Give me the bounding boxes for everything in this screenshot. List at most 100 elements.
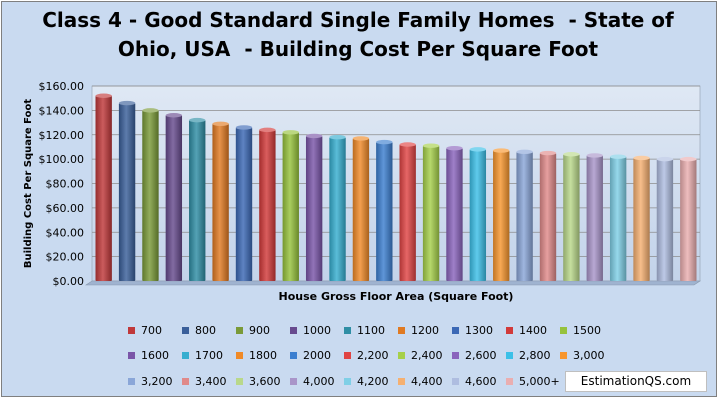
y-tick-label: $120.00: [39, 129, 85, 142]
bar-1200: [212, 121, 229, 281]
bar-2,800: [469, 147, 487, 281]
legend-swatch: [236, 377, 243, 385]
legend-swatch: [344, 351, 351, 359]
legend-label: 1100: [357, 324, 385, 337]
bar-4,400: [633, 155, 650, 281]
bar-4,000: [586, 153, 603, 281]
legend-label: 1400: [519, 324, 547, 337]
legend-swatch: [398, 326, 405, 334]
legend-item: 1200: [398, 322, 439, 340]
legend-item: 1000: [290, 322, 331, 340]
legend-swatch: [182, 351, 189, 359]
legend-swatch: [182, 326, 189, 334]
legend-swatch: [128, 326, 135, 334]
legend-label: 1000: [303, 324, 331, 337]
legend-item: 2,800: [506, 347, 551, 365]
legend-item: 3,600: [236, 373, 281, 391]
y-tick-label: $100.00: [39, 153, 85, 166]
x-axis-title: House Gross Floor Area (Square Foot): [279, 290, 514, 303]
bar-2000: [376, 139, 393, 281]
bar-1000: [165, 113, 183, 281]
bar-3,600: [563, 152, 580, 281]
legend-item: 1600: [128, 347, 169, 365]
legend-item: 1800: [236, 347, 277, 365]
legend-item: 4,400: [398, 373, 443, 391]
bar-5,000+: [680, 156, 697, 281]
chart-title-line-1: Class 4 - Good Standard Single Family Ho…: [42, 8, 674, 32]
legend-label: 1500: [573, 324, 601, 337]
legend-label: 900: [249, 324, 270, 337]
legend-label: 2,600: [465, 349, 497, 362]
bar-1700: [329, 134, 346, 281]
bar-1500: [282, 130, 299, 281]
bar-4,200: [609, 154, 627, 281]
bar-700: [95, 93, 112, 281]
legend-swatch: [452, 351, 459, 359]
y-tick-label: $20.00: [46, 251, 85, 264]
legend-label: 2,400: [411, 349, 443, 362]
legend-label: 1200: [411, 324, 439, 337]
legend-swatch: [128, 351, 135, 359]
legend-label: 1300: [465, 324, 493, 337]
y-tick-label: $140.00: [39, 104, 85, 117]
legend-swatch: [290, 377, 297, 385]
legend-swatch: [398, 377, 405, 385]
legend-swatch: [398, 351, 405, 359]
legend-label: 700: [141, 324, 162, 337]
legend-item: 3,000: [560, 347, 605, 365]
bar-2,600: [446, 145, 463, 281]
legend-item: 4,000: [290, 373, 335, 391]
chart-title: Class 4 - Good Standard Single Family Ho…: [0, 6, 716, 64]
legend-item: 2,200: [344, 347, 389, 365]
legend-label: 4,600: [465, 375, 497, 388]
legend-item: 4,600: [452, 373, 497, 391]
legend-item: 4,200: [344, 373, 389, 391]
legend-label: 3,200: [141, 375, 173, 388]
legend-swatch: [236, 351, 243, 359]
legend-item: 800: [182, 322, 216, 340]
legend-label: 3,400: [195, 375, 227, 388]
legend-item: 1500: [560, 322, 601, 340]
bar-1300: [235, 125, 253, 281]
legend-label: 5,000+: [519, 375, 560, 388]
legend-label: 4,000: [303, 375, 335, 388]
y-tick-label: $80.00: [46, 178, 85, 191]
legend-label: 3,000: [573, 349, 605, 362]
bar-1400: [259, 127, 276, 281]
legend-item: 2,400: [398, 347, 443, 365]
legend-swatch: [506, 326, 513, 334]
y-tick-label: $40.00: [46, 226, 85, 239]
bar-1100: [189, 117, 206, 281]
legend-swatch: [560, 351, 567, 359]
legend-item: 1700: [182, 347, 223, 365]
chart-title-line-2: Ohio, USA - Building Cost Per Square Foo…: [117, 37, 599, 61]
legend-label: 4,400: [411, 375, 443, 388]
legend-item: 900: [236, 322, 270, 340]
legend-swatch: [560, 326, 567, 334]
legend-item: 3,200: [128, 373, 173, 391]
legend-item: 2000: [290, 347, 331, 365]
legend-label: 1700: [195, 349, 223, 362]
legend-label: 2000: [303, 349, 331, 362]
legend-item: 1400: [506, 322, 547, 340]
bar-3,000: [493, 148, 510, 281]
bar-900: [142, 108, 159, 281]
legend-swatch: [344, 326, 351, 334]
y-tick-label: $60.00: [46, 202, 85, 215]
bar-4,600: [656, 156, 674, 281]
legend-item: 3,400: [182, 373, 227, 391]
legend-swatch: [452, 326, 459, 334]
y-axis-title: Building Cost Per Square Foot: [23, 99, 34, 268]
bar-2,200: [399, 142, 416, 281]
legend-label: 800: [195, 324, 216, 337]
legend-swatch: [452, 377, 459, 385]
bar-3,200: [516, 149, 533, 281]
legend-swatch: [506, 351, 513, 359]
legend-swatch: [344, 377, 351, 385]
legend-swatch: [290, 351, 297, 359]
y-tick-label: $160.00: [39, 80, 85, 93]
bar-3,400: [539, 150, 557, 281]
legend-label: 1800: [249, 349, 277, 362]
legend-swatch: [128, 377, 135, 385]
